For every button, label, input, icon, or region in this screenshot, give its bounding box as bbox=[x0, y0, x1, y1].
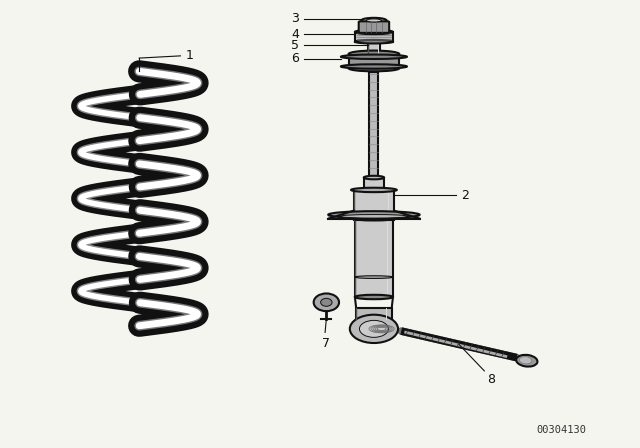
Text: 8: 8 bbox=[488, 373, 495, 386]
Text: 7: 7 bbox=[323, 337, 330, 350]
Text: 1: 1 bbox=[186, 49, 193, 62]
Ellipse shape bbox=[349, 65, 399, 71]
Circle shape bbox=[321, 298, 332, 306]
Ellipse shape bbox=[340, 215, 408, 218]
Bar bbox=[355, 219, 393, 297]
FancyBboxPatch shape bbox=[364, 177, 384, 190]
Bar bbox=[349, 54, 399, 68]
Text: 2: 2 bbox=[461, 189, 469, 202]
Bar bbox=[354, 190, 394, 220]
Ellipse shape bbox=[364, 176, 384, 179]
Ellipse shape bbox=[355, 40, 393, 43]
Ellipse shape bbox=[349, 51, 399, 58]
Polygon shape bbox=[394, 211, 420, 219]
Text: 5: 5 bbox=[291, 39, 299, 52]
Ellipse shape bbox=[341, 64, 407, 69]
Ellipse shape bbox=[328, 211, 420, 218]
FancyBboxPatch shape bbox=[358, 22, 389, 33]
Bar bbox=[355, 32, 393, 42]
Ellipse shape bbox=[519, 357, 532, 364]
Ellipse shape bbox=[516, 355, 538, 366]
Ellipse shape bbox=[341, 55, 407, 59]
Text: 6: 6 bbox=[291, 52, 299, 65]
Ellipse shape bbox=[355, 30, 393, 34]
Ellipse shape bbox=[354, 217, 394, 220]
Ellipse shape bbox=[355, 276, 393, 278]
Text: 00304130: 00304130 bbox=[536, 425, 586, 435]
Text: 4: 4 bbox=[291, 28, 299, 41]
Bar bbox=[356, 308, 392, 319]
Ellipse shape bbox=[350, 314, 398, 343]
Circle shape bbox=[314, 293, 339, 311]
Ellipse shape bbox=[355, 295, 393, 299]
Bar bbox=[367, 42, 380, 54]
Ellipse shape bbox=[360, 320, 388, 337]
Ellipse shape bbox=[351, 188, 397, 192]
Polygon shape bbox=[328, 211, 354, 219]
Bar bbox=[369, 72, 378, 177]
Ellipse shape bbox=[366, 19, 381, 22]
Ellipse shape bbox=[361, 18, 387, 23]
Text: 3: 3 bbox=[291, 12, 299, 25]
